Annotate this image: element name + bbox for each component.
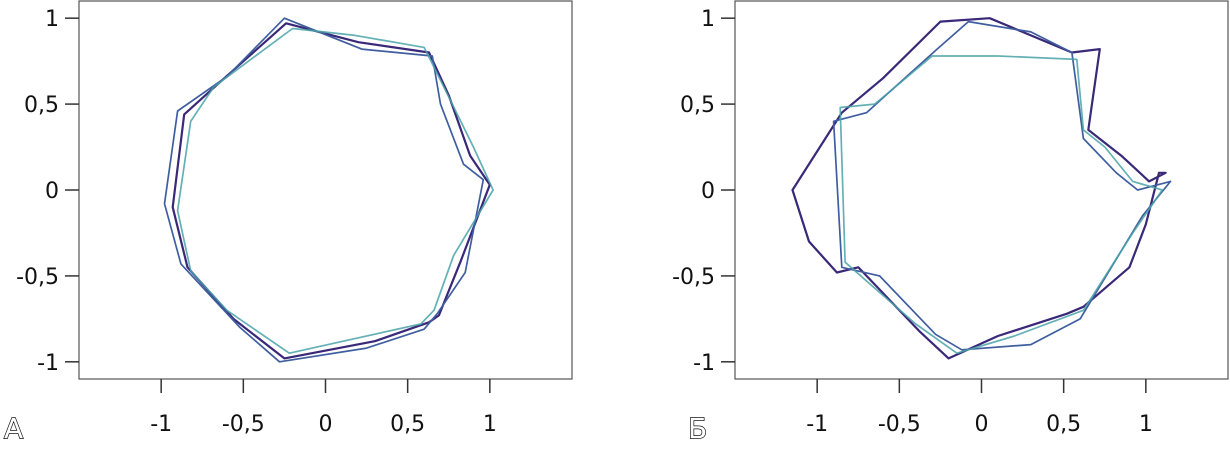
x-tick-label: 1	[483, 412, 497, 437]
y-tick-label: -0,5	[16, 265, 59, 290]
y-tick-label: -0,5	[672, 265, 715, 290]
x-tick-label: 0	[975, 412, 989, 437]
panel-label: А	[4, 412, 23, 445]
x-tick-label: -1	[806, 412, 828, 437]
chart-panel-a: -1 -0,5 0 0,5 1 1 0,5 0 -0,5 -1 А	[3, 0, 573, 446]
y-tick-label: 0	[45, 179, 59, 204]
y-tick-label: 1	[701, 7, 715, 32]
x-tick-label: 0	[319, 412, 333, 437]
x-tick-label: 0,5	[1046, 412, 1081, 437]
x-tick-label: 0,5	[390, 412, 425, 437]
x-tick-label: -1	[150, 412, 172, 437]
y-tick-label: 1	[45, 7, 59, 32]
series-line-3	[176, 27, 494, 355]
series-line-2	[832, 20, 1172, 351]
y-tick-label: 0,5	[24, 93, 59, 118]
plot-frame	[78, 0, 573, 380]
series-line-1	[791, 17, 1167, 360]
chart-panel-b: -1 -0,5 0 0,5 1 1 0,5 0 -0,5 -1 Б	[672, 0, 1229, 446]
panel-label: Б	[688, 412, 707, 445]
y-tick-label: -1	[693, 351, 715, 376]
y-tick-label: 0,5	[680, 93, 715, 118]
x-tick-label: -0,5	[878, 412, 921, 437]
series-line-3	[839, 55, 1164, 355]
y-tick-label: -1	[37, 351, 59, 376]
series-line-1	[171, 22, 491, 360]
series-line-2	[163, 17, 485, 363]
y-tick-label: 0	[701, 179, 715, 204]
x-tick-label: 1	[1139, 412, 1153, 437]
x-tick-label: -0,5	[222, 412, 265, 437]
